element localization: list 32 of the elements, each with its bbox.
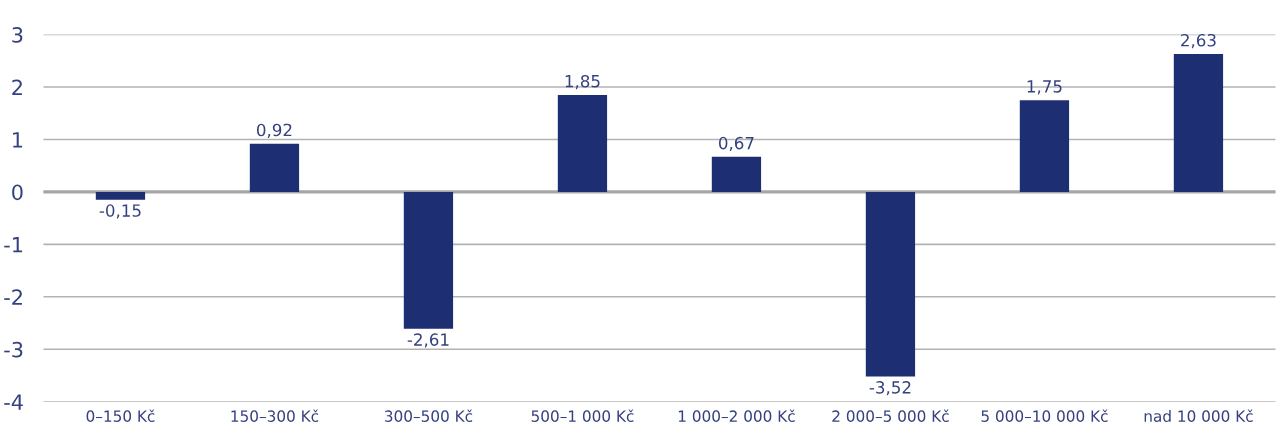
- data-label: 0,92: [256, 123, 292, 138]
- y-tick-label: 0: [12, 184, 23, 201]
- data-label: 2,63: [1181, 33, 1216, 49]
- data-label: 0,67: [718, 136, 754, 152]
- bar: [557, 94, 608, 192]
- y-tick-label: 1: [13, 132, 23, 148]
- bar: [865, 191, 916, 377]
- bar: [95, 191, 146, 200]
- bar: [1019, 100, 1070, 192]
- data-label: -2,61: [407, 333, 449, 348]
- data-label: 1,85: [565, 74, 600, 90]
- y-tick-label: 3: [12, 27, 23, 43]
- bar: [1173, 53, 1224, 192]
- data-label: 1,75: [1027, 80, 1062, 95]
- data-label: -3,52: [869, 381, 911, 396]
- x-tick-label: 500–1 000 Kč: [531, 409, 634, 422]
- y-tick-label: -1: [4, 237, 23, 253]
- x-tick-label: 2 000–5 000 Kč: [832, 409, 949, 422]
- y-tick-label: -2: [4, 289, 22, 305]
- y-tick-label: -4: [4, 394, 23, 410]
- x-tick-label: 150–300 Kč: [231, 409, 319, 422]
- x-tick-label: 300–500 Kč: [385, 409, 473, 422]
- x-tick-label: nad 10 000 Kč: [1144, 409, 1253, 422]
- x-tick-label: 5 000–10 000 Kč: [981, 409, 1108, 422]
- bar: [249, 143, 300, 192]
- y-tick-label: 2: [12, 79, 22, 95]
- x-tick-label: 1 000–2 000 Kč: [678, 409, 795, 422]
- x-tick-label: 0–150 Kč: [86, 409, 155, 422]
- data-label: -0,15: [99, 204, 141, 219]
- bar: [711, 156, 762, 192]
- bar: [403, 191, 454, 329]
- y-tick-label: -3: [4, 341, 23, 358]
